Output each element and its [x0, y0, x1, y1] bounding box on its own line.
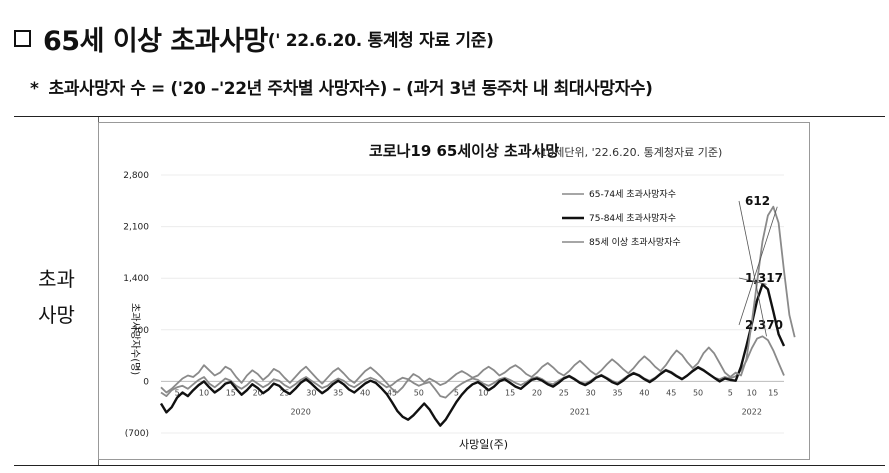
- series-line: [160, 205, 796, 394]
- x-tick-label: 15: [505, 388, 515, 397]
- bullet-star-icon: *: [30, 79, 39, 99]
- definition-text: 초과사망자 수 = ('20 –'22년 주차별 사망자수) – (과거 3년 …: [48, 79, 653, 99]
- y-tick-label: 2,800: [123, 171, 149, 181]
- x-tick-label: 20: [253, 388, 263, 397]
- x-tick-label: 15: [768, 388, 778, 397]
- row-label-line1: 초과: [38, 267, 75, 291]
- x-tick-label: 40: [360, 388, 370, 397]
- annotation-leader: [738, 200, 767, 337]
- x-tick-label: 25: [559, 388, 569, 397]
- legend-label: 85세 이상 초과사망자수: [589, 237, 681, 248]
- chart-ticks: (700) 0 700 1,400 2,100 2,800 5 10 15 20 25 30 35 40 4…: [123, 171, 778, 439]
- chart-container: 코로나19 65세이상 초과사망 (10세단위, '22.6.20. 통계청자료…: [98, 122, 810, 460]
- x-year-label: 2022: [742, 407, 762, 416]
- checkbox-square-icon: [14, 29, 31, 47]
- chart-legend: 65-74세 초과사망자수 75-84세 초과사망자수 85세 이상 초과사망자수: [562, 189, 681, 248]
- x-tick-label: 10: [747, 388, 757, 397]
- x-tick-label: 20: [532, 388, 542, 397]
- x-tick-label: 25: [279, 388, 289, 397]
- page-title: 65세 이상 초과사망: [43, 25, 268, 57]
- y-tick-label: 1,400: [123, 274, 149, 284]
- x-tick-label: 45: [666, 388, 676, 397]
- y-tick-label: 0: [143, 377, 149, 387]
- chart-subtitle: (10세단위, '22.6.20. 통계청자료 기준): [536, 146, 722, 159]
- x-tick-label: 5: [728, 388, 733, 397]
- chart-grid: [161, 174, 784, 434]
- row-label-line2: 사망: [38, 303, 75, 327]
- chart-series-lines: [159, 205, 796, 427]
- x-tick-label: 50: [693, 388, 703, 397]
- page-title-note: (' 22.6.20. 통계청 자료 기준): [267, 30, 494, 51]
- x-tick-label: 5: [454, 388, 459, 397]
- x-tick-label: 40: [639, 388, 649, 397]
- x-tick-label: 45: [387, 388, 397, 397]
- x-tick-label: 35: [333, 388, 343, 397]
- x-tick-label: 10: [199, 388, 209, 397]
- x-tick-label: 15: [226, 388, 236, 397]
- legend-label: 65-74세 초과사망자수: [589, 189, 676, 200]
- x-year-label: 2021: [570, 407, 590, 416]
- series-line: [159, 283, 786, 427]
- annotation-label: 1,317: [745, 271, 783, 285]
- annotation-leader: [738, 277, 767, 285]
- excess-death-chart: 코로나19 65세이상 초과사망 (10세단위, '22.6.20. 통계청자료…: [123, 142, 796, 451]
- y-tick-label: (700): [125, 429, 149, 439]
- annotation-label: 612: [745, 194, 770, 208]
- page-title-row: 65세 이상 초과사망 (' 22.6.20. 통계청 자료 기준): [14, 18, 494, 58]
- definition-line: * 초과사망자 수 = ('20 –'22년 주차별 사망자수) – (과거 3년…: [30, 74, 653, 99]
- row-label-cell: 초과 사망: [14, 117, 99, 465]
- x-year-label: 2020: [290, 407, 310, 416]
- x-tick-label: 30: [306, 388, 316, 397]
- x-tick-label: 35: [612, 388, 622, 397]
- x-tick-label: 30: [586, 388, 596, 397]
- chart-title: 코로나19 65세이상 초과사망: [369, 142, 559, 160]
- y-axis-label: 초과사망자수(명): [129, 303, 141, 375]
- legend-label: 75-84세 초과사망자수: [589, 213, 676, 224]
- x-tick-label: 5: [175, 388, 180, 397]
- y-tick-label: 700: [132, 326, 149, 336]
- x-tick-label: 10: [478, 388, 488, 397]
- x-axis-label: 사망일(주): [459, 437, 508, 451]
- x-tick-label: 50: [414, 388, 424, 397]
- y-tick-label: 2,100: [123, 223, 149, 233]
- annotation-leader: [738, 206, 778, 326]
